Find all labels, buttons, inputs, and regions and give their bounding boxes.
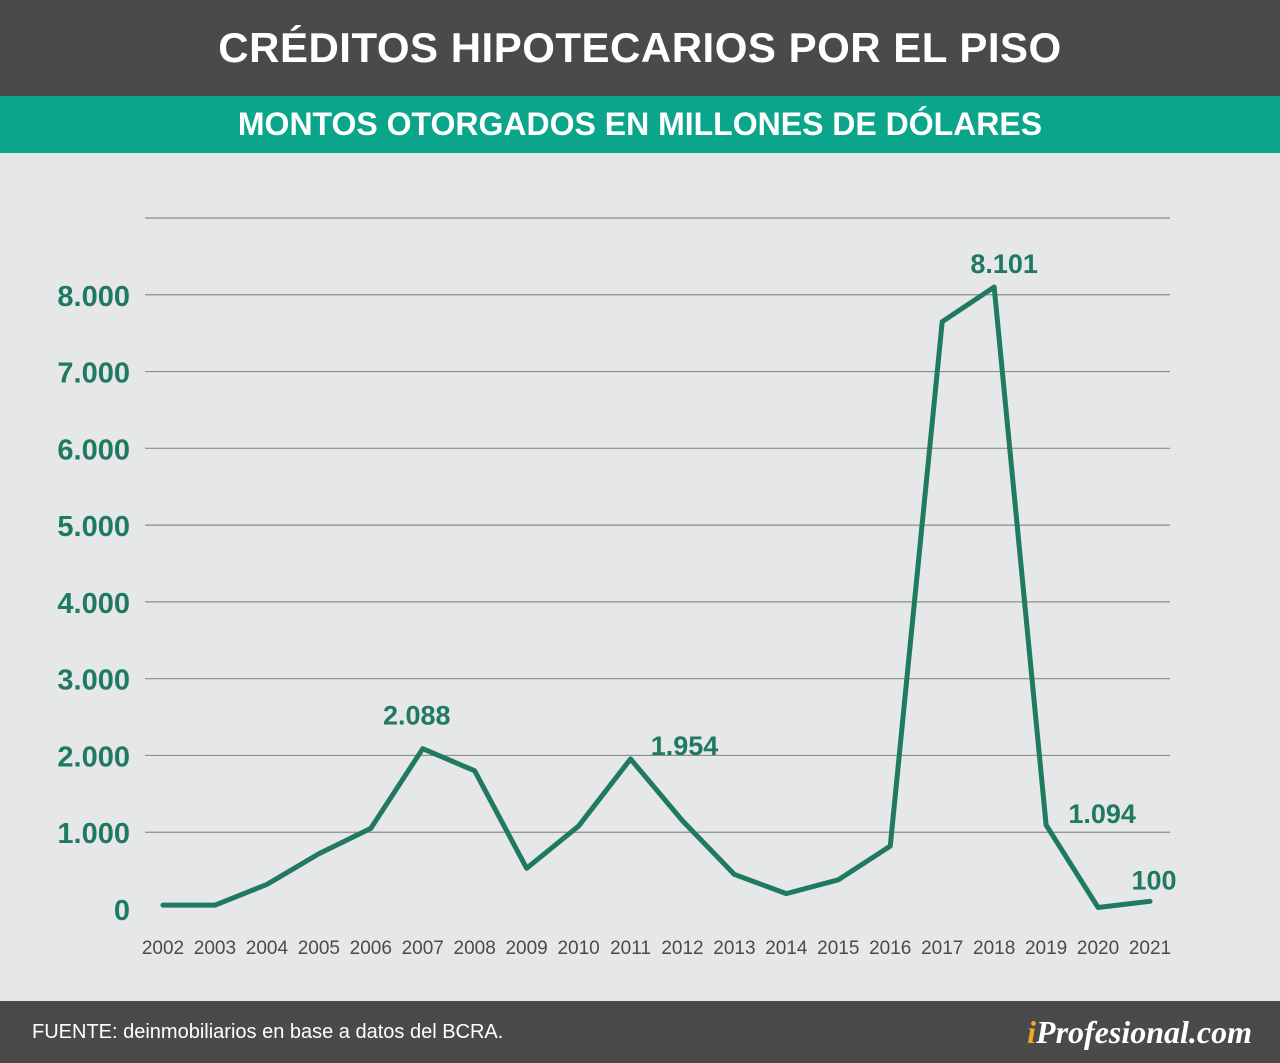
data-label: 8.101	[970, 249, 1038, 279]
x-tick-label: 2019	[1025, 938, 1067, 959]
footer: FUENTE: deinmobiliarios en base a datos …	[0, 1001, 1280, 1063]
y-tick-label: 2.000	[57, 741, 130, 773]
data-label: 1.954	[651, 731, 719, 761]
y-tick-label: 7.000	[57, 358, 130, 390]
data-label: 1.094	[1068, 799, 1136, 829]
x-tick-label: 2007	[402, 938, 444, 959]
x-tick-label: 2015	[817, 938, 859, 959]
x-tick-label: 2004	[246, 938, 289, 959]
y-tick-label: 4.000	[57, 588, 130, 620]
y-axis-ticks: 0 1.000 2.000 3.000 4.000 5.000 6.000 7.000 8.00…	[57, 281, 130, 927]
brand-logo: iProfesional.com	[1027, 1014, 1252, 1051]
x-tick-label: 2005	[298, 938, 340, 959]
source-note: FUENTE: deinmobiliarios en base a datos …	[32, 1020, 504, 1043]
y-tick-label: 3.000	[57, 665, 130, 697]
x-tick-label: 2016	[869, 938, 911, 959]
x-tick-label: 2010	[557, 938, 599, 959]
x-tick-label: 2011	[610, 938, 651, 959]
x-tick-label: 2013	[713, 938, 755, 959]
data-label: 2.088	[383, 701, 451, 731]
brand-logo-text: Profesional.com	[1036, 1013, 1252, 1050]
x-tick-label: 2008	[454, 938, 496, 959]
brand-logo-i: i	[1027, 1013, 1037, 1050]
y-tick-label: 6.000	[57, 434, 130, 466]
x-tick-label: 2020	[1077, 938, 1119, 959]
y-tick-label: 5.000	[57, 511, 130, 543]
data-label: 100	[1131, 865, 1176, 895]
x-tick-label: 2014	[765, 938, 808, 959]
data-labels: 2.088 1.954 8.101 1.094 100	[383, 249, 1177, 895]
x-tick-label: 2021	[1129, 938, 1171, 959]
x-tick-label: 2006	[350, 938, 392, 959]
x-tick-label: 2012	[661, 938, 703, 959]
y-tick-label: 0	[114, 895, 130, 927]
x-tick-label: 2018	[973, 938, 1015, 959]
chart-title: CRÉDITOS HIPOTECARIOS POR EL PISO	[0, 0, 1280, 96]
x-tick-label: 2002	[142, 938, 184, 959]
x-tick-label: 2009	[505, 938, 547, 959]
y-tick-label: 8.000	[57, 281, 130, 313]
chart-subtitle: MONTOS OTORGADOS EN MILLONES DE DÓLARES	[0, 96, 1280, 153]
series-line	[160, 284, 1153, 910]
y-tick-label: 1.000	[57, 818, 130, 850]
series-line-layer	[160, 284, 1153, 910]
x-tick-label: 2003	[194, 938, 236, 959]
x-tick-label: 2017	[921, 938, 963, 959]
x-axis-ticks: 2002 2003 2004 2005 2006 2007 2008 2009 2010 2011…	[142, 938, 1171, 959]
grid-lines	[145, 217, 1170, 833]
